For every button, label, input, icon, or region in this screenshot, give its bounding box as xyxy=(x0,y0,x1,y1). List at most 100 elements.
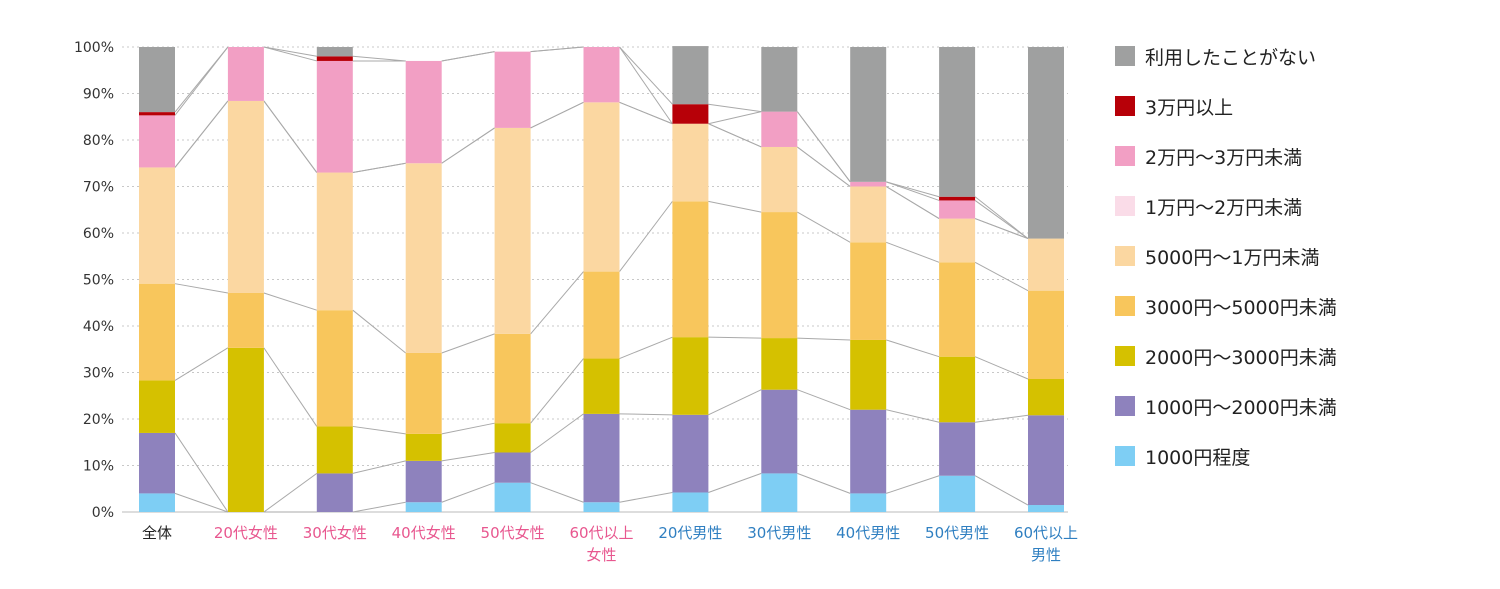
bar-segment xyxy=(405,502,442,512)
x-tick-label: 40代男性 xyxy=(836,524,900,542)
bar-segment xyxy=(1028,238,1064,291)
legend-item: 5000円～1万円未満 xyxy=(1115,246,1319,269)
bar-segment xyxy=(227,347,264,512)
connector-line xyxy=(530,358,584,424)
y-tick-label: 90% xyxy=(83,87,114,103)
connector-line xyxy=(886,339,940,358)
bar-segment xyxy=(939,262,976,357)
bar-segment xyxy=(850,339,887,410)
legend-label: 5000円～1万円未満 xyxy=(1145,247,1319,269)
connector-line xyxy=(352,55,406,62)
bar-segment xyxy=(494,423,531,453)
bars xyxy=(139,46,1064,512)
connector-line xyxy=(708,123,762,148)
bar-segment xyxy=(583,271,620,359)
connector-line xyxy=(974,261,1029,292)
bar-segment xyxy=(316,47,353,57)
bar-segment xyxy=(139,432,175,494)
legend-swatch xyxy=(1115,396,1135,416)
connector-line xyxy=(174,100,229,168)
x-tick-label: 50代男性 xyxy=(925,524,989,542)
bar-segment xyxy=(583,502,620,512)
legend-item: 3万円以上 xyxy=(1115,96,1233,119)
x-tick-label: 60代以上女性 xyxy=(569,524,633,564)
bar-segment xyxy=(939,218,976,263)
connector-line xyxy=(263,292,317,311)
connector-line xyxy=(530,101,584,129)
legend-item: 利用したことがない xyxy=(1115,46,1316,69)
connector-line xyxy=(619,201,673,272)
x-tick-label: 全体 xyxy=(142,524,172,542)
connector-line xyxy=(352,501,406,513)
y-tick-label: 80% xyxy=(83,133,114,149)
legend-label: 1000円～2000円未満 xyxy=(1145,397,1337,419)
connector-line xyxy=(352,309,407,354)
bar-segment xyxy=(583,102,620,272)
bar-segment xyxy=(139,380,175,433)
x-axis-ticks: 全体 20代女性 30代女性 40代女性 50代女性 60代以上女性 20代男性 30代男性 4… xyxy=(142,524,1078,564)
connector-line xyxy=(708,389,762,416)
bar-segment xyxy=(850,47,887,182)
bar-segment xyxy=(672,123,709,202)
bar-segment xyxy=(850,409,887,494)
connector-line xyxy=(797,146,851,187)
bar-segment xyxy=(139,167,175,284)
legend-item: 1000円程度 xyxy=(1115,446,1250,469)
connector-line xyxy=(174,46,229,113)
legend-label: 2万円～3万円未満 xyxy=(1145,147,1302,169)
connector-line xyxy=(174,432,229,513)
connector-line xyxy=(619,46,673,105)
bar-segment xyxy=(316,60,353,173)
connector-line xyxy=(352,460,406,474)
bar-segment xyxy=(139,283,175,381)
bar-segment xyxy=(494,452,531,483)
connector-line xyxy=(619,336,673,360)
connector-line xyxy=(441,422,495,435)
bar-segment xyxy=(850,186,887,243)
connector-line xyxy=(352,162,406,174)
y-axis-ticks: 0% 10% 20% 30% 40% 50% 60% 70% 80% 90% 100% xyxy=(74,40,114,521)
bar-segment xyxy=(1028,47,1064,239)
bar-segment xyxy=(1028,415,1064,506)
legend-label: 2000円～3000円未満 xyxy=(1145,347,1337,369)
bar-segment xyxy=(850,181,887,187)
connector-line xyxy=(974,475,1029,506)
connector-line xyxy=(708,103,762,113)
y-tick-label: 30% xyxy=(83,366,114,382)
y-tick-label: 100% xyxy=(74,40,114,56)
bar-segment xyxy=(761,212,798,339)
legend-swatch xyxy=(1115,146,1135,166)
bar-segment xyxy=(672,492,709,512)
bar-segment xyxy=(761,473,798,512)
connector-line xyxy=(530,482,584,503)
bar-segment xyxy=(672,104,709,124)
connector-line xyxy=(974,218,1029,240)
y-tick-label: 60% xyxy=(83,226,114,242)
connector-line xyxy=(975,414,1029,423)
connector-line xyxy=(797,211,851,243)
legend-item: 1000円～2000円未満 xyxy=(1115,396,1337,419)
bar-segment xyxy=(939,475,976,512)
x-tick-label: 40代女性 xyxy=(392,524,456,542)
bar-segment xyxy=(850,242,887,340)
legend-swatch xyxy=(1115,446,1135,466)
y-tick-label: 70% xyxy=(83,180,114,196)
bar-segment xyxy=(761,111,798,147)
connector-line xyxy=(441,51,495,62)
bar-segment xyxy=(850,493,887,512)
legend-label: 利用したことがない xyxy=(1145,47,1316,69)
legend-label: 1000円程度 xyxy=(1145,447,1250,469)
legend-label: 3000円～5000円未満 xyxy=(1145,297,1337,319)
connector-line xyxy=(263,100,318,173)
connector-line xyxy=(796,111,851,183)
connector-line xyxy=(263,473,318,513)
bar-segment xyxy=(939,196,976,201)
bar-segment xyxy=(139,493,175,512)
connector-line xyxy=(619,46,673,125)
connector-line xyxy=(352,425,406,435)
bar-segment xyxy=(316,426,353,474)
bar-segment xyxy=(761,146,798,213)
y-tick-label: 20% xyxy=(83,412,114,428)
